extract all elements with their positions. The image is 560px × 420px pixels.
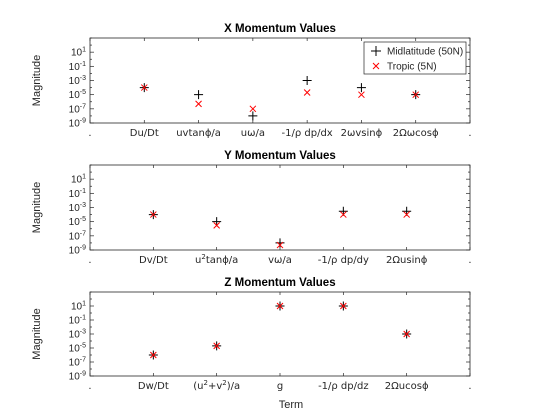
x-tick-label: -1/ρ dp/dx: [282, 128, 333, 139]
chart-panel-1: X Momentum Values Magnitude 101 10-1 10-3 10-…: [31, 23, 472, 139]
x-tick-label: (u2+v2)/a: [193, 379, 240, 392]
x-tick-label: 2Ωucosϕ: [385, 381, 429, 392]
x-tick-label: u2tanϕ/a: [195, 253, 238, 266]
chart-panel-3: Z Momentum Values Magnitude 101 10-1 10-3 10-…: [31, 277, 472, 392]
y-axis-label: Magnitude: [31, 55, 43, 106]
y-tick-label: 10-5: [69, 216, 86, 228]
point-tropic: [276, 241, 284, 249]
point-midlatitude: [194, 90, 204, 100]
legend: Midlatitude (50N) Tropic (5N): [363, 41, 467, 75]
y-tick-label: 10-5: [69, 343, 86, 355]
legend-label: Midlatitude (50N): [387, 47, 463, 58]
point-tropic: [149, 351, 157, 359]
point-tropic: [358, 91, 365, 99]
x-tick-label: g: [277, 381, 283, 392]
x-tick-label: -1/ρ dp/dz: [318, 381, 369, 392]
point-tropic: [276, 302, 284, 310]
y-axis-label: Magnitude: [31, 308, 43, 359]
x-tick-dot: .: [88, 255, 91, 266]
legend-marker-midlatitude: [371, 46, 381, 56]
x-tick-label: uω/a: [241, 128, 265, 139]
x-axis-label: Term: [279, 399, 303, 411]
x-tick-dot: .: [468, 128, 471, 139]
point-midlatitude: [275, 238, 285, 248]
y-tick-label: 10-7: [69, 357, 86, 369]
chart-title: Y Momentum Values: [224, 150, 336, 162]
chart-title: Z Momentum Values: [224, 277, 335, 289]
point-tropic: [249, 105, 257, 113]
y-tick-label: 10-3: [69, 329, 86, 341]
y-tick-label: 10-1: [69, 188, 86, 200]
point-tropic: [339, 211, 347, 218]
y-tick-label: 10-9: [69, 245, 86, 257]
point-tropic: [149, 211, 157, 218]
x-tick-label: Dv/Dt: [139, 255, 168, 266]
x-tick-label: vω/a: [268, 255, 292, 266]
point-midlatitude: [302, 76, 312, 85]
x-tick-dot: .: [88, 381, 91, 392]
x-tick-label: uvtanϕ/a: [176, 128, 221, 139]
x-tick-label: -1/ρ dp/dy: [318, 255, 369, 266]
point-tropic: [213, 222, 221, 229]
y-tick-label: 10-3: [69, 75, 86, 87]
y-tick-label: 10-7: [69, 103, 86, 115]
point-tropic: [213, 342, 221, 350]
y-tick-label: 10-3: [69, 202, 86, 214]
y-tick-label: 101: [71, 174, 86, 186]
x-tick-dot: .: [88, 128, 91, 139]
x-tick-dot: .: [468, 255, 471, 266]
y-tick-label: 10-7: [69, 230, 86, 242]
point-tropic: [412, 91, 420, 99]
point-tropic: [403, 330, 411, 338]
x-tick-label: Du/Dt: [130, 128, 159, 139]
x-tick-label: 2Ωωcosϕ: [393, 128, 439, 139]
x-tick-dot: .: [468, 381, 471, 392]
y-tick-label: 10-1: [69, 61, 86, 73]
point-tropic: [339, 302, 347, 310]
chart-title: X Momentum Values: [224, 23, 336, 35]
point-tropic: [140, 84, 148, 91]
y-tick-label: 10-1: [69, 315, 86, 327]
x-tick-label: Dw/Dt: [138, 381, 169, 392]
y-tick-label: 10-5: [69, 89, 86, 101]
x-tick-label: 2Ωusinϕ: [386, 255, 428, 266]
y-tick-label: 10-9: [69, 371, 86, 383]
chart-panels: X Momentum Values Magnitude 101 10-1 10-3 10-…: [31, 23, 472, 392]
point-tropic: [403, 211, 411, 218]
y-axis-label: Magnitude: [31, 182, 43, 233]
y-tick-label: 101: [71, 47, 86, 59]
y-tick-label: 101: [71, 301, 86, 313]
chart-panel-2: Y Momentum Values Magnitude 101 10-1 10-3 10-…: [31, 150, 472, 266]
point-tropic: [303, 89, 311, 96]
legend-marker-tropic: [372, 62, 380, 70]
point-midlatitude: [356, 83, 366, 93]
point-midlatitude: [248, 111, 258, 121]
point-tropic: [195, 100, 202, 108]
legend-box: [363, 41, 467, 75]
x-tick-label: 2ωvsinϕ: [341, 128, 383, 139]
legend-label: Tropic (5N): [387, 62, 437, 73]
y-tick-label: 10-9: [69, 118, 86, 130]
